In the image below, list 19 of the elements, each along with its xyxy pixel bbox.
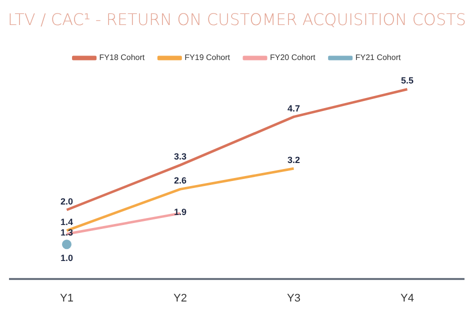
- x-tick-label: Y3: [287, 292, 300, 304]
- legend-label: FY18 Cohort: [99, 53, 146, 62]
- legend-label: FY21 Cohort: [355, 53, 402, 62]
- data-label: 3.2: [287, 154, 300, 165]
- data-label: 1.4: [60, 217, 74, 228]
- x-tick-label: Y4: [400, 292, 414, 304]
- data-label: 4.7: [287, 103, 300, 114]
- legend-label: FY19 Cohort: [184, 53, 231, 62]
- data-label: 3.3: [174, 152, 187, 162]
- data-label: 1.3: [60, 227, 74, 238]
- data-label: 1.0: [60, 252, 74, 263]
- chart-title: LTV / CAC¹ - RETURN ON CUSTOMER ACQUISITION COSTS: [6, 10, 468, 29]
- legend-label: FY20 Cohort: [270, 53, 316, 62]
- data-label: 2.0: [60, 196, 74, 206]
- x-tick-label: Y1: [60, 292, 74, 304]
- data-label: 5.5: [400, 76, 414, 86]
- data-label: 1.9: [174, 206, 187, 217]
- data-label: 2.6: [174, 176, 187, 186]
- x-tick-label: Y2: [174, 292, 187, 304]
